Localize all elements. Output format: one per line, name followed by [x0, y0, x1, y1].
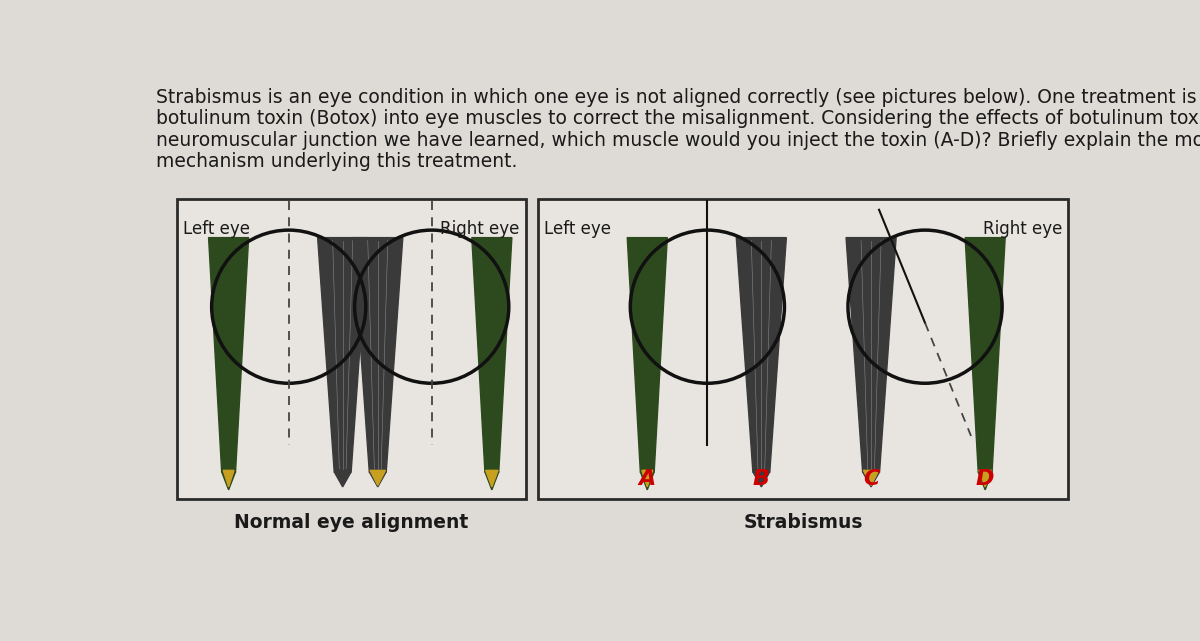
Text: Strabismus is an eye condition in which one eye is not aligned correctly (see pi: Strabismus is an eye condition in which …: [156, 88, 1200, 106]
Polygon shape: [472, 238, 512, 472]
Text: Left eye: Left eye: [184, 220, 251, 238]
Polygon shape: [222, 472, 235, 490]
Polygon shape: [318, 238, 367, 472]
Text: B: B: [752, 469, 770, 489]
Text: Left eye: Left eye: [544, 220, 611, 238]
Text: D: D: [976, 469, 995, 489]
Polygon shape: [485, 472, 499, 490]
Text: neuromuscular junction we have learned, which muscle would you inject the toxin : neuromuscular junction we have learned, …: [156, 131, 1200, 150]
Polygon shape: [628, 238, 667, 472]
FancyBboxPatch shape: [178, 199, 526, 499]
Polygon shape: [353, 238, 403, 472]
Polygon shape: [223, 470, 234, 487]
Polygon shape: [737, 238, 786, 472]
Polygon shape: [979, 470, 991, 487]
Text: mechanism underlying this treatment.: mechanism underlying this treatment.: [156, 153, 517, 171]
Polygon shape: [334, 472, 352, 487]
Polygon shape: [486, 470, 498, 487]
Polygon shape: [752, 472, 770, 487]
Polygon shape: [370, 470, 385, 485]
Text: C: C: [863, 469, 880, 489]
Text: Right eye: Right eye: [983, 220, 1062, 238]
Text: Right eye: Right eye: [440, 220, 520, 238]
Text: Normal eye alignment: Normal eye alignment: [234, 513, 469, 532]
Polygon shape: [846, 238, 896, 472]
Polygon shape: [863, 470, 878, 485]
Polygon shape: [965, 238, 1006, 472]
Polygon shape: [209, 238, 248, 472]
Polygon shape: [642, 470, 653, 487]
Text: Strabismus: Strabismus: [743, 513, 863, 532]
FancyBboxPatch shape: [538, 199, 1068, 499]
Polygon shape: [641, 472, 654, 490]
Polygon shape: [863, 472, 880, 487]
Text: botulinum toxin (Botox) into eye muscles to correct the misalignment. Considerin: botulinum toxin (Botox) into eye muscles…: [156, 109, 1200, 128]
Polygon shape: [370, 472, 386, 487]
Polygon shape: [978, 472, 992, 490]
Text: A: A: [638, 469, 656, 489]
